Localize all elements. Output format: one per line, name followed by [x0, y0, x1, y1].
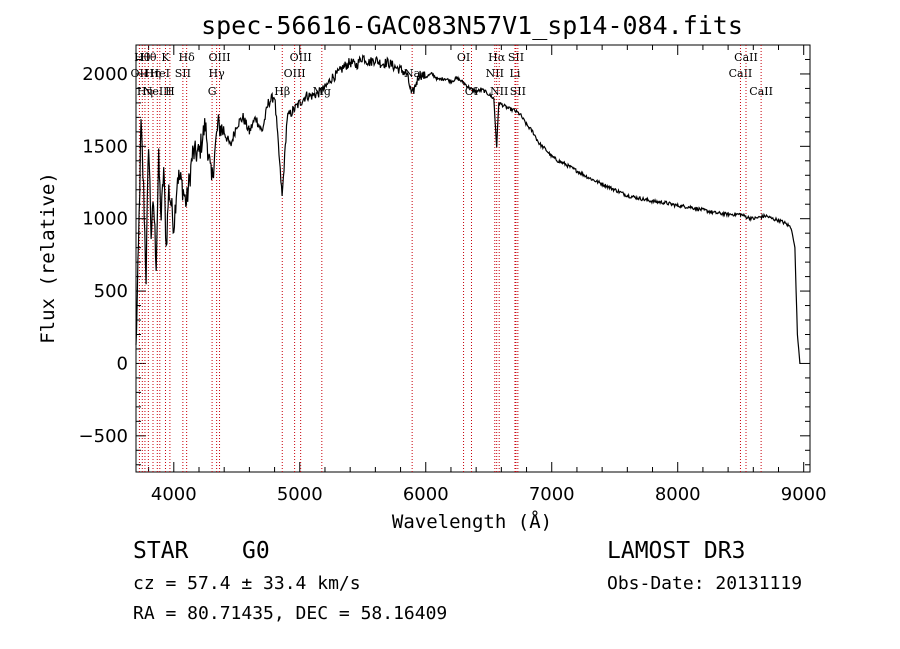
observation-date: Obs-Date: 20131119	[607, 573, 803, 594]
spectral-line-label: OII	[131, 67, 149, 80]
spectral-line-label: OI	[457, 51, 470, 64]
x-axis-label: Wavelength (Å)	[392, 510, 552, 533]
spectral-line-label: HeI	[150, 67, 170, 80]
x-tick-label: 5000	[277, 484, 323, 505]
y-tick-label: 0	[117, 353, 128, 374]
spectral-line-label: Hη	[137, 85, 153, 98]
spectral-line-label: SII	[508, 51, 524, 64]
redshift-velocity: cz = 57.4 ± 33.4 km/s	[133, 573, 361, 594]
spectral-line-label: Hη	[145, 67, 161, 80]
spectral-line-label: Hα	[488, 51, 506, 64]
spectral-line-label: Hβ	[274, 85, 290, 98]
spectral-line-label: Hθ	[140, 51, 157, 64]
spectral-line-label: CaII	[729, 67, 753, 80]
spectral-line-label: CaII	[749, 85, 773, 98]
x-tick-label: 4000	[151, 484, 197, 505]
x-tick-label: 7000	[529, 484, 575, 505]
spectral-line-label: Hγ	[209, 67, 226, 80]
spectral-line-label: Hθ	[134, 51, 151, 64]
spectral-line-label: G	[208, 85, 217, 98]
spectral-line-label: OIII	[208, 51, 230, 64]
y-tick-label: 500	[94, 281, 128, 302]
spectral-line-label: SII	[510, 85, 526, 98]
spectral-line-label: SII	[175, 67, 191, 80]
y-tick-label: 1500	[82, 136, 128, 157]
plot-frame	[135, 44, 811, 473]
object-class: STAR	[133, 538, 189, 564]
spectral-line-label: H	[165, 85, 175, 98]
spectral-line-label: NeIII	[143, 85, 172, 98]
survey-name: LAMOST DR3	[607, 538, 746, 564]
spectral-line-label: K	[161, 51, 170, 64]
spectral-line-label: OIII	[290, 51, 312, 64]
spectral-line-label: CaII	[734, 51, 758, 64]
chart-title: spec-56616-GAC083N57V1_sp14-084.fits	[201, 11, 743, 40]
spectrum-line	[135, 54, 801, 364]
x-tick-label: 6000	[403, 484, 449, 505]
spectrum-series	[135, 54, 801, 364]
object-subclass: G0	[242, 538, 270, 564]
coordinates: RA = 80.71435, DEC = 58.16409	[133, 603, 448, 624]
spectral-line-label: NII	[486, 67, 504, 80]
spectral-line-label: NII	[490, 85, 508, 98]
spectral-line-label: OIII	[284, 67, 306, 80]
axes: 4000 5000 6000 7000 8000 9000 −500 0 500 1000 1500…	[79, 44, 827, 505]
x-tick-label: 9000	[781, 484, 827, 505]
y-axis-label: Flux (relative)	[37, 172, 59, 344]
y-tick-label: 1000	[82, 209, 128, 230]
spectral-line-label: Hδ	[179, 51, 196, 64]
spectral-line-markers: OIIHθHηHθHηNeIIIHeIKHSIIHδGHγOIIIHβOIIIO…	[131, 45, 773, 472]
y-tick-label: 2000	[82, 64, 128, 85]
y-tick-label: −500	[79, 426, 128, 447]
x-tick-label: 8000	[655, 484, 701, 505]
spectral-line-label: Li	[510, 67, 521, 80]
